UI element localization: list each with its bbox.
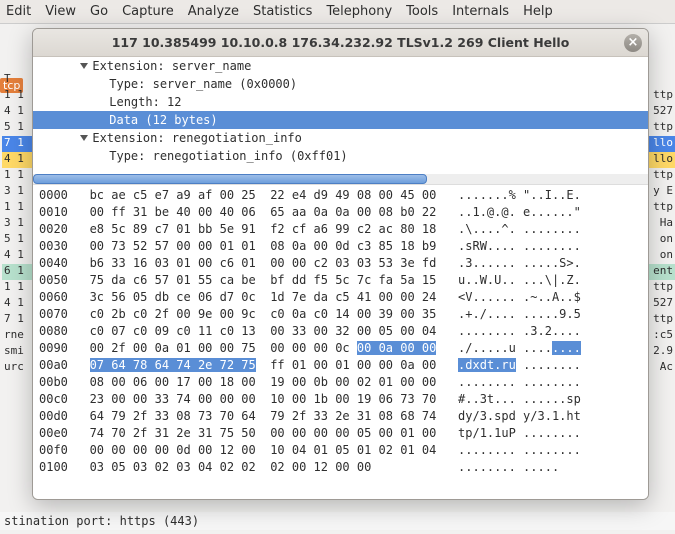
scrollbar-thumb[interactable] [33, 174, 427, 184]
packet-details-popup: 117 10.385499 10.10.0.8 176.34.232.92 TL… [32, 28, 649, 500]
tree-node[interactable]: Type: server_name (0x0000) [33, 75, 648, 93]
hex-row[interactable]: 0000 bc ae c5 e7 a9 af 00 25 22 e4 d9 49… [39, 187, 642, 204]
popup-title: 117 10.385499 10.10.0.8 176.34.232.92 TL… [112, 35, 570, 50]
menu-item-capture[interactable]: Capture [122, 4, 174, 19]
hex-row[interactable]: 0060 3c 56 05 db ce 06 d7 0c 1d 7e da c5… [39, 289, 642, 306]
tree-node[interactable]: Type: renegotiation_info (0xff01) [33, 147, 648, 165]
tree-node[interactable]: Length: 12 [33, 93, 648, 111]
menu-item-tools[interactable]: Tools [406, 4, 438, 19]
hex-row[interactable]: 0090 00 2f 00 0a 01 00 00 75 00 00 00 0c… [39, 340, 642, 357]
menu-item-help[interactable]: Help [523, 4, 553, 19]
hex-row[interactable]: 0100 03 05 03 02 03 04 02 02 02 00 12 00… [39, 459, 642, 476]
hex-row[interactable]: 00d0 64 79 2f 33 08 73 70 64 79 2f 33 2e… [39, 408, 642, 425]
protocol-tree[interactable]: Extension: server_name Type: server_name… [33, 57, 648, 185]
hex-row[interactable]: 0030 00 73 52 57 00 00 01 01 08 0a 00 0d… [39, 238, 642, 255]
menu-bar: Edit View Go Capture Analyze Statistics Teleph… [0, 0, 675, 24]
hex-row[interactable]: 0040 b6 33 16 03 01 00 c6 01 00 00 c2 03… [39, 255, 642, 272]
tree-node[interactable]: Data (12 bytes) [33, 111, 648, 129]
hex-row[interactable]: 00e0 74 70 2f 31 2e 31 75 50 00 00 00 00… [39, 425, 642, 442]
hex-row[interactable]: 00f0 00 00 00 00 0d 00 12 00 10 04 01 05… [39, 442, 642, 459]
expand-icon[interactable] [80, 63, 88, 69]
hex-row[interactable]: 0080 c0 07 c0 09 c0 11 c0 13 00 33 00 32… [39, 323, 642, 340]
expand-icon[interactable] [80, 135, 88, 141]
menu-item-view[interactable]: View [45, 4, 76, 19]
hex-dump[interactable]: 0000 bc ae c5 e7 a9 af 00 25 22 e4 d9 49… [33, 185, 648, 499]
menu-item-analyze[interactable]: Analyze [188, 4, 239, 19]
menu-item-telephony[interactable]: Telephony [326, 4, 392, 19]
menu-item-edit[interactable]: Edit [6, 4, 31, 19]
tree-hscrollbar[interactable] [33, 174, 648, 184]
menu-item-internals[interactable]: Internals [452, 4, 509, 19]
close-icon[interactable]: × [624, 34, 642, 52]
tree-node[interactable]: Extension: renegotiation_info [33, 129, 648, 147]
menu-item-statistics[interactable]: Statistics [253, 4, 312, 19]
hex-row[interactable]: 00b0 08 00 06 00 17 00 18 00 19 00 0b 00… [39, 374, 642, 391]
popup-titlebar: 117 10.385499 10.10.0.8 176.34.232.92 TL… [33, 29, 648, 57]
tree-node[interactable]: Extension: server_name [33, 57, 648, 75]
hex-row[interactable]: 0070 c0 2b c0 2f 00 9e 00 9c c0 0a c0 14… [39, 306, 642, 323]
status-line: stination port: https (443) [0, 512, 675, 530]
hex-row[interactable]: 0010 00 ff 31 be 40 00 40 06 65 aa 0a 0a… [39, 204, 642, 221]
hex-row[interactable]: 0020 e8 5c 89 c7 01 bb 5e 91 f2 cf a6 99… [39, 221, 642, 238]
menu-item-go[interactable]: Go [90, 4, 108, 19]
hex-row[interactable]: 0050 75 da c6 57 01 55 ca be bf dd f5 5c… [39, 272, 642, 289]
hex-row[interactable]: 00c0 23 00 00 33 74 00 00 00 10 00 1b 00… [39, 391, 642, 408]
hex-row[interactable]: 00a0 07 64 78 64 74 2e 72 75 ff 01 00 01… [39, 357, 642, 374]
